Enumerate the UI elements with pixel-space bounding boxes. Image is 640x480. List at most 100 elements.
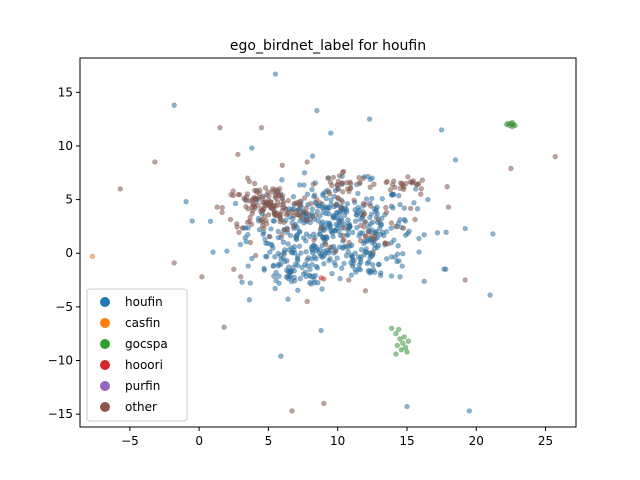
point <box>356 233 362 239</box>
point <box>267 234 273 240</box>
point <box>243 239 249 245</box>
point <box>262 236 268 243</box>
legend-label-purfin: purfin <box>125 379 160 393</box>
point <box>317 231 324 237</box>
series-gocspa <box>389 119 518 357</box>
point <box>416 235 422 242</box>
point <box>395 220 402 227</box>
point <box>89 253 96 260</box>
point <box>372 269 378 275</box>
point <box>319 286 325 292</box>
point <box>383 179 389 186</box>
point <box>387 187 394 193</box>
point <box>339 205 345 211</box>
point <box>367 184 373 190</box>
point <box>363 196 370 202</box>
point <box>383 209 390 216</box>
point <box>466 408 472 414</box>
point <box>309 206 315 212</box>
point <box>416 249 422 255</box>
point <box>313 212 319 219</box>
point <box>297 276 303 282</box>
point <box>400 186 407 193</box>
point <box>259 217 265 223</box>
point <box>268 226 274 232</box>
point <box>330 233 336 240</box>
point <box>247 239 254 246</box>
point <box>335 195 341 201</box>
point <box>256 227 263 233</box>
point <box>419 177 426 183</box>
point <box>421 232 427 238</box>
point <box>210 249 216 255</box>
point <box>261 213 268 220</box>
point <box>405 338 412 344</box>
point <box>362 288 369 294</box>
point <box>273 277 279 284</box>
point <box>370 249 376 255</box>
point <box>378 221 385 228</box>
point <box>285 276 292 282</box>
point <box>363 233 369 239</box>
point <box>250 201 257 208</box>
point <box>552 154 558 160</box>
point <box>270 263 276 269</box>
point <box>345 249 351 255</box>
y-tick-label: 0 <box>65 246 73 260</box>
point <box>292 250 298 256</box>
point <box>336 217 342 224</box>
point <box>381 232 387 239</box>
point <box>290 209 296 216</box>
point <box>394 251 401 257</box>
point <box>275 250 281 257</box>
point <box>401 334 407 340</box>
legend-marker-gocspa <box>100 339 110 349</box>
point <box>268 205 275 211</box>
point <box>171 102 177 108</box>
point <box>376 261 382 267</box>
point <box>276 261 282 267</box>
point <box>244 219 251 225</box>
point <box>356 254 362 260</box>
point <box>283 212 289 218</box>
point <box>389 325 395 331</box>
x-tick-label: 15 <box>399 434 414 448</box>
point <box>287 232 294 239</box>
point <box>307 273 314 279</box>
point <box>443 229 449 236</box>
point <box>413 186 419 192</box>
chart-title: ego_birdnet_label for houfin <box>230 38 426 54</box>
point <box>345 232 351 238</box>
point <box>224 248 230 254</box>
point <box>219 209 225 216</box>
point <box>335 186 341 192</box>
point <box>275 228 281 235</box>
point <box>299 264 305 271</box>
point <box>253 196 259 202</box>
point <box>298 202 304 208</box>
point <box>285 296 291 302</box>
point <box>238 274 244 280</box>
point <box>330 174 337 181</box>
point <box>347 179 353 185</box>
point <box>279 162 285 169</box>
point <box>412 216 418 223</box>
point <box>355 204 361 211</box>
point <box>309 261 315 268</box>
point <box>221 324 227 330</box>
point <box>361 211 368 217</box>
point <box>370 236 376 242</box>
point <box>312 272 319 279</box>
point <box>397 201 403 208</box>
point <box>329 183 335 189</box>
point <box>290 223 296 230</box>
point <box>239 279 245 285</box>
point <box>462 225 468 232</box>
plot-frame <box>79 57 577 428</box>
point <box>171 260 177 266</box>
point <box>347 224 353 230</box>
point <box>508 165 514 172</box>
point <box>237 241 244 248</box>
point <box>370 262 376 268</box>
point <box>230 192 237 199</box>
